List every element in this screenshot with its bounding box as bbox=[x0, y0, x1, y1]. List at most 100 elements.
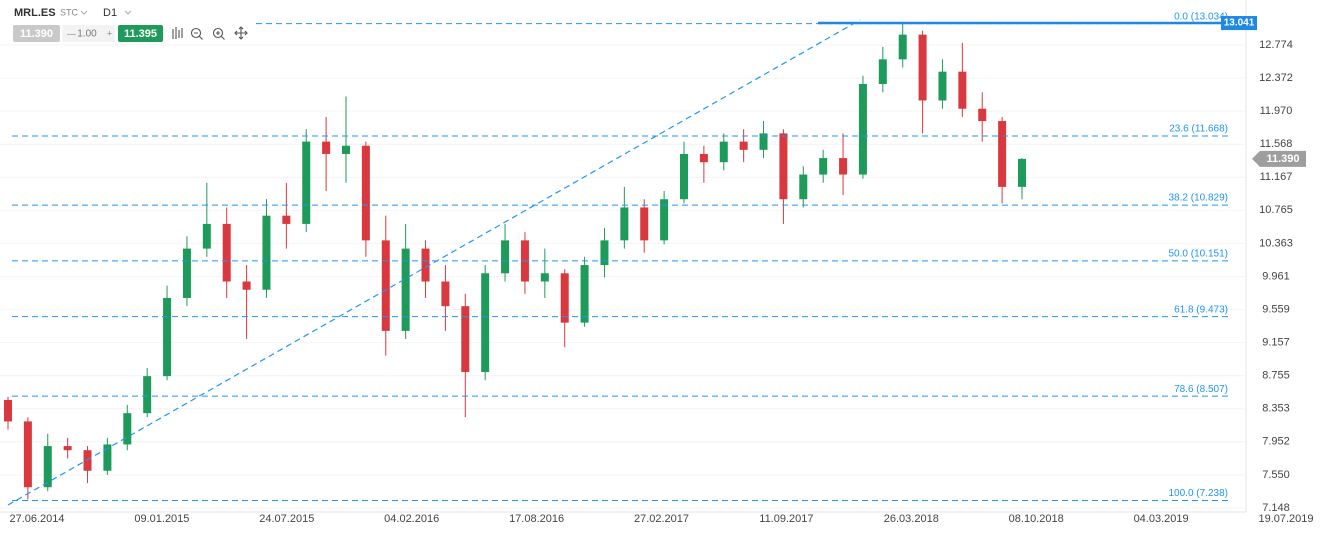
candle-body bbox=[759, 133, 768, 150]
candle-body bbox=[680, 153, 688, 200]
x-tick-label: 24.07.2015 bbox=[259, 513, 314, 525]
candle-body bbox=[143, 376, 152, 414]
minus[interactable]: — bbox=[67, 28, 76, 38]
candle-body bbox=[441, 281, 450, 307]
y-tick-label: 9.559 bbox=[1262, 303, 1290, 315]
ask-button[interactable] bbox=[118, 25, 163, 42]
y-tick-label: 11.568 bbox=[1260, 138, 1293, 150]
plus[interactable]: + bbox=[107, 28, 112, 38]
candle-body bbox=[262, 215, 271, 290]
y-tick-label: 7.550 bbox=[1262, 469, 1290, 481]
candle-body bbox=[640, 207, 649, 241]
candle-body bbox=[600, 240, 609, 266]
candle-body bbox=[918, 34, 927, 101]
candle-body bbox=[898, 34, 907, 60]
candle-body bbox=[342, 145, 350, 154]
y-tick-label: 11.970 bbox=[1260, 105, 1293, 117]
candle-body bbox=[799, 174, 808, 200]
candle-body bbox=[501, 240, 510, 274]
pan-icon[interactable] bbox=[234, 26, 248, 40]
y-tick-label: 9.961 bbox=[1262, 270, 1290, 282]
trend-line bbox=[7, 19, 861, 506]
dropdown-icon[interactable] bbox=[80, 10, 88, 15]
candle-body bbox=[699, 153, 708, 163]
y-tick-label: 12.774 bbox=[1259, 39, 1293, 51]
candle-body bbox=[4, 400, 12, 422]
x-tick-label: 04.03.2019 bbox=[1134, 513, 1189, 525]
candle-body bbox=[182, 248, 191, 298]
x-tick-label: 09.01.2015 bbox=[134, 513, 189, 525]
candle-body bbox=[123, 413, 132, 445]
candle-body bbox=[580, 265, 589, 323]
ask-price: 11.395 bbox=[124, 28, 157, 40]
x-tick-label: 17.08.2016 bbox=[509, 513, 564, 525]
price-tag-label: 11.390 bbox=[1266, 153, 1299, 165]
candle-body bbox=[1018, 158, 1026, 187]
candle-body bbox=[63, 446, 72, 451]
candle-body bbox=[23, 421, 32, 488]
candle-body bbox=[222, 223, 231, 282]
candle-body bbox=[660, 199, 669, 241]
candle-body bbox=[739, 141, 748, 150]
chart-type-icon[interactable] bbox=[172, 27, 183, 39]
zoom-out-icon[interactable] bbox=[190, 27, 202, 39]
zoom-in-icon[interactable] bbox=[212, 27, 224, 39]
candle-body bbox=[819, 158, 828, 175]
price-tag bbox=[1252, 150, 1306, 167]
candle-body bbox=[560, 273, 569, 323]
candle-body bbox=[481, 273, 490, 373]
candle-body bbox=[878, 59, 887, 85]
candle-body bbox=[461, 306, 470, 373]
candle-body bbox=[242, 281, 251, 290]
interval[interactable]: D1 bbox=[103, 7, 117, 19]
x-tick-label: 26.03.2018 bbox=[884, 513, 939, 525]
zoom-in-icon[interactable] bbox=[216, 31, 225, 40]
volume[interactable]: 1.00 bbox=[77, 29, 97, 40]
x-tick-label: 11.09.2017 bbox=[759, 513, 813, 525]
market: STC bbox=[60, 7, 79, 17]
candle-body bbox=[839, 158, 848, 175]
candle-body bbox=[43, 446, 52, 488]
candle-body bbox=[282, 215, 291, 224]
bid-price: 11.390 bbox=[20, 28, 53, 40]
candle-body bbox=[361, 145, 370, 241]
candle-body bbox=[958, 71, 967, 109]
dropdown-icon[interactable] bbox=[124, 10, 132, 15]
candle-body bbox=[202, 223, 211, 249]
zoom-out-icon[interactable] bbox=[194, 32, 203, 40]
overlay: 12.774 12.372 11.970 11.568 11.167 10.765 10.3… bbox=[9, 11, 1313, 525]
symbol[interactable]: MRL.ES bbox=[14, 7, 56, 19]
x-tick-label: 27.02.2017 bbox=[634, 513, 689, 525]
candle-body bbox=[163, 297, 172, 377]
fib-label: 100.0 (7.238) bbox=[1169, 488, 1229, 499]
x-tick-label: 08.10.2018 bbox=[1009, 513, 1064, 525]
fib-label: 78.6 (8.507) bbox=[1174, 384, 1228, 395]
candle-body bbox=[719, 141, 728, 163]
y-tick-label: 8.755 bbox=[1262, 370, 1290, 382]
volume-box[interactable] bbox=[62, 25, 115, 42]
y-tick-label: 7.148 bbox=[1262, 502, 1290, 514]
price-tag-label: 13.041 bbox=[1224, 18, 1255, 29]
candle-body bbox=[779, 133, 788, 200]
candle-body bbox=[540, 273, 549, 282]
price-tag bbox=[1221, 16, 1257, 31]
candle-body bbox=[103, 444, 112, 471]
fib-label: 50.0 (10.151) bbox=[1169, 248, 1229, 259]
bid-button[interactable] bbox=[13, 25, 60, 42]
y-tick-label: 9.157 bbox=[1262, 337, 1290, 349]
candle-body bbox=[858, 84, 867, 175]
y-tick-label: 8.353 bbox=[1262, 403, 1290, 415]
x-tick-label: 04.02.2016 bbox=[384, 513, 439, 525]
plot-area bbox=[0, 22, 1246, 509]
fib-label: 61.8 (9.473) bbox=[1174, 304, 1228, 315]
fib-label: 23.6 (11.668) bbox=[1169, 124, 1228, 135]
candle-body bbox=[381, 240, 390, 331]
y-tick-label: 10.363 bbox=[1259, 237, 1293, 249]
y-tick-label: 7.952 bbox=[1262, 436, 1290, 448]
candle-body bbox=[401, 248, 410, 331]
fib-label: 38.2 (10.829) bbox=[1169, 193, 1229, 204]
y-tick-label: 11.167 bbox=[1260, 171, 1293, 183]
candle-body bbox=[83, 450, 92, 471]
